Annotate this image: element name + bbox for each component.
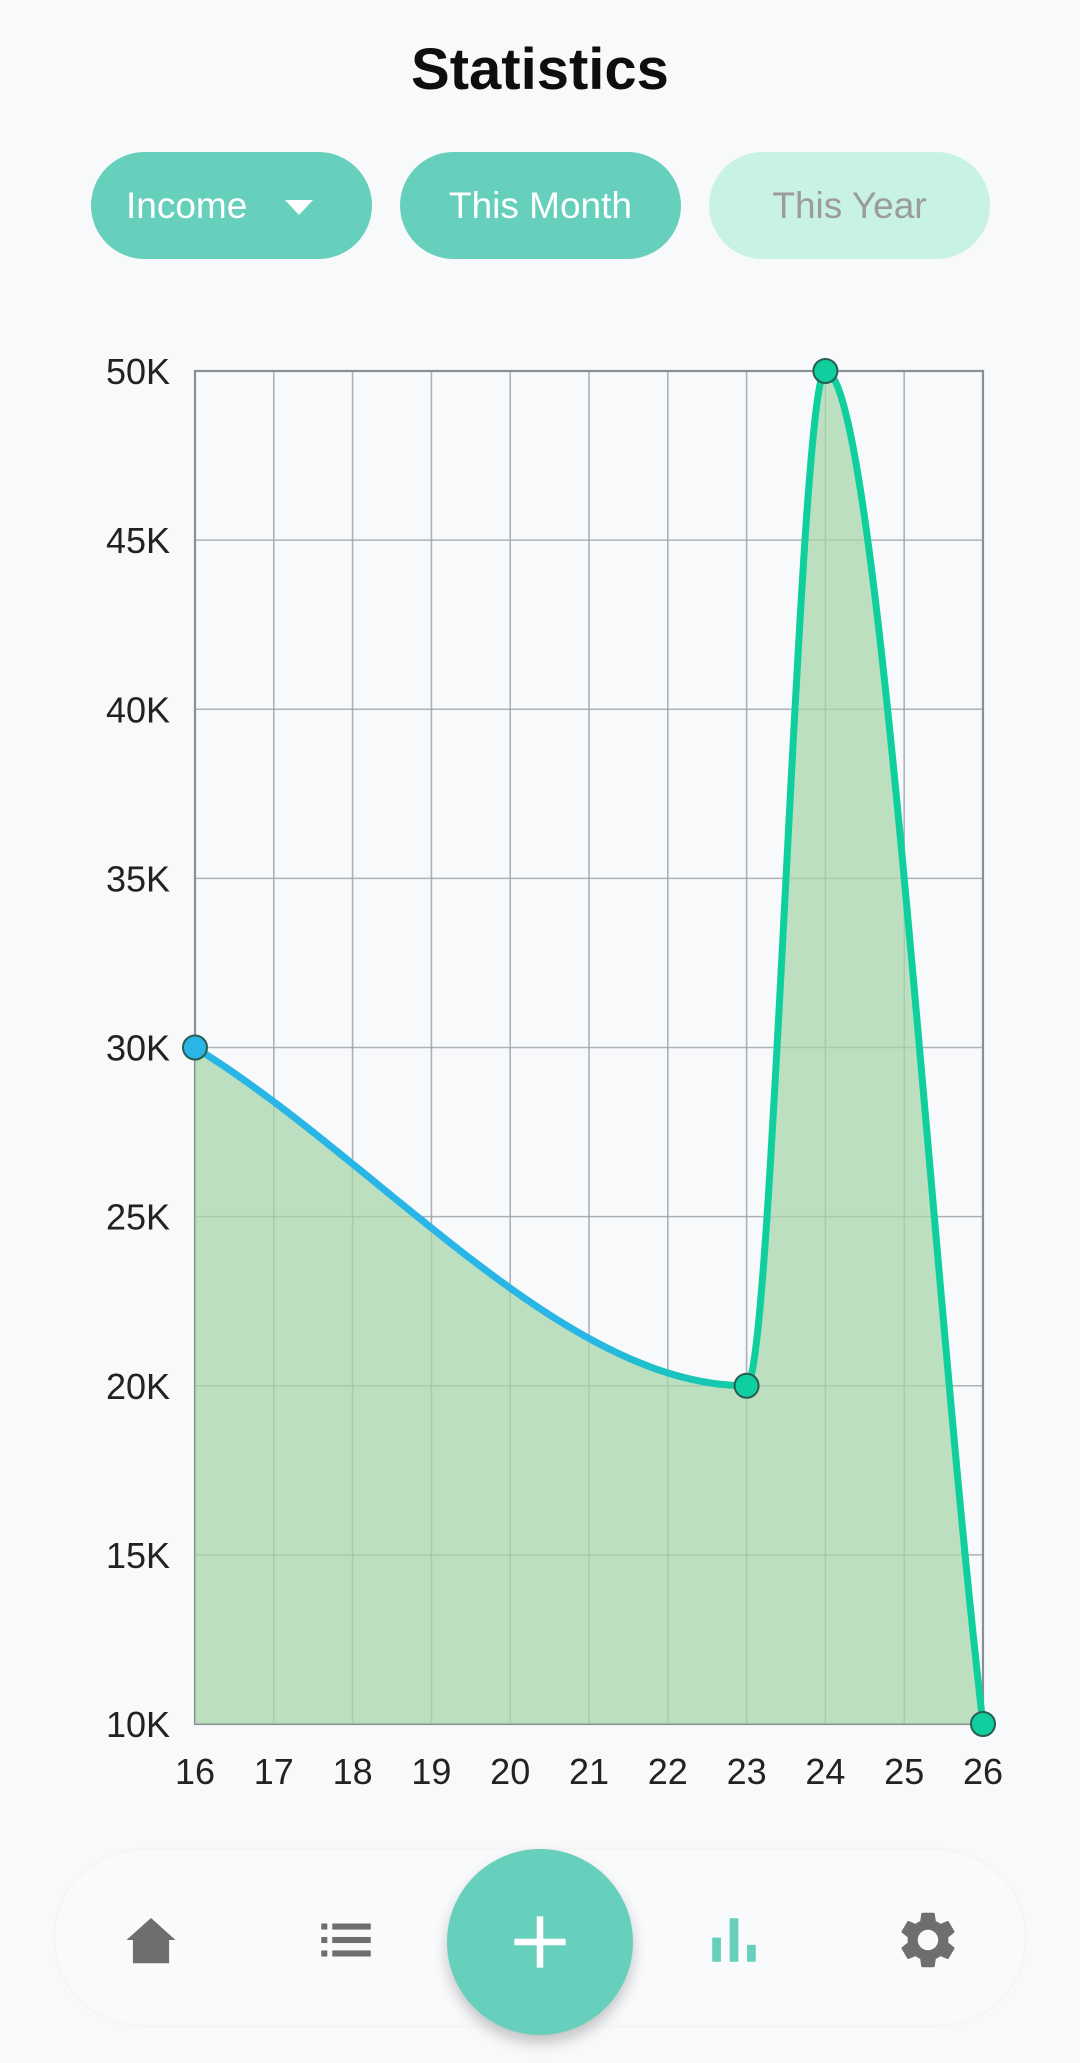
x-tick-label: 23 (727, 1751, 767, 1792)
this-month-button[interactable]: This Month (400, 152, 681, 259)
nav-statistics[interactable] (694, 1900, 774, 1980)
y-tick-label: 30K (106, 1028, 170, 1069)
y-tick-label: 45K (106, 520, 170, 561)
data-point[interactable] (733, 1372, 760, 1399)
data-point[interactable] (812, 358, 839, 384)
income-area-chart: 10K 15K 20K 25K 30K 35K 40K 45K 50K 16 17 18 19 20 21… (106, 351, 1003, 1792)
y-tick-label: 20K (106, 1366, 170, 1407)
home-icon (126, 1918, 176, 1964)
bar-chart-icon (712, 1918, 756, 1962)
gear-icon (901, 1912, 955, 1968)
x-tick-label: 17 (254, 1751, 294, 1792)
y-tick-label: 35K (106, 858, 170, 899)
area-fill (195, 371, 983, 1724)
y-axis-labels: 10K 15K 20K 25K 30K 35K 40K 45K 50K (106, 351, 170, 1745)
y-tick-label: 10K (106, 1704, 170, 1745)
y-tick-label: 50K (106, 351, 170, 392)
this-year-button[interactable]: This Year (709, 152, 990, 259)
x-tick-label: 26 (963, 1751, 1003, 1792)
income-dropdown[interactable]: Income (91, 152, 372, 259)
data-point[interactable] (182, 1034, 208, 1061)
x-tick-label: 25 (884, 1751, 924, 1792)
x-axis-labels: 16 17 18 19 20 21 22 23 24 25 26 (175, 1751, 1003, 1792)
add-transaction-button[interactable] (447, 1849, 633, 2035)
nav-list[interactable] (306, 1900, 386, 1980)
income-dropdown-label: Income (126, 184, 248, 226)
y-tick-label: 40K (106, 689, 170, 730)
nav-settings[interactable] (888, 1900, 968, 1980)
data-points (182, 358, 996, 1737)
x-tick-label: 20 (490, 1751, 530, 1792)
nav-home[interactable] (111, 1900, 191, 1980)
list-icon (321, 1923, 371, 1957)
y-tick-label: 25K (106, 1197, 170, 1238)
x-tick-label: 16 (175, 1751, 215, 1792)
series-line (191, 367, 987, 1728)
filter-bar: Income This Month This Year (91, 152, 990, 259)
x-tick-label: 18 (333, 1751, 373, 1792)
x-tick-label: 21 (569, 1751, 609, 1792)
x-tick-label: 24 (805, 1751, 845, 1792)
y-tick-label: 15K (106, 1535, 170, 1576)
this-year-label: This Year (772, 184, 927, 226)
page-title: Statistics (411, 37, 669, 102)
add-icon (514, 1916, 566, 1968)
chevron-down-icon (285, 200, 314, 215)
data-point[interactable] (970, 1711, 996, 1737)
x-tick-label: 22 (648, 1751, 688, 1792)
this-month-label: This Month (448, 184, 632, 226)
x-tick-label: 19 (411, 1751, 451, 1792)
